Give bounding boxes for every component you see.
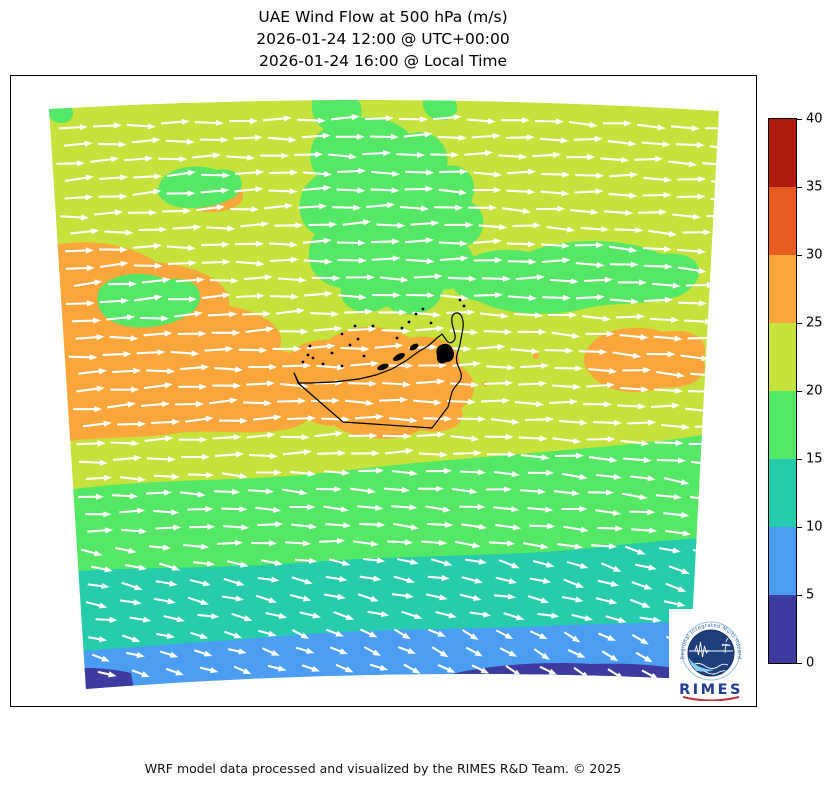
island-dot <box>348 343 352 347</box>
colorbar-band <box>769 187 796 255</box>
uae-coast-border <box>293 312 464 429</box>
island-dot <box>306 353 310 357</box>
wind-map <box>49 99 719 690</box>
island-dot <box>356 337 360 341</box>
colorbar-tick-label: 35 <box>806 179 823 195</box>
island-dot <box>362 354 366 358</box>
colorbar-tick-mark <box>797 187 802 188</box>
colorbar-tick-mark <box>797 255 802 256</box>
colorbar-tick-mark <box>797 119 802 120</box>
field-orange-right-25-30 <box>583 327 706 393</box>
colorbar-band <box>769 255 796 323</box>
field-green-leftmid-15-20 <box>97 273 201 328</box>
colorbar-tick-mark <box>797 663 802 664</box>
wind-arrows <box>56 114 719 684</box>
colorbar: 40 35 30 25 20 15 10 5 0 <box>768 113 835 670</box>
figure-title: UAE Wind Flow at 500 hPa (m/s) 2026-01-2… <box>0 6 766 72</box>
island-dot <box>407 320 411 324</box>
island-dot <box>311 356 315 360</box>
field-green-topcenter-15-20 <box>299 117 484 315</box>
map-field <box>49 99 719 690</box>
colorbar-tick-label: 30 <box>806 247 823 263</box>
logo-red-swoosh <box>682 696 740 702</box>
island-dot <box>458 298 462 302</box>
rimes-logo: Regional Integrated Multi-Hazard Early W… <box>666 605 753 702</box>
island-dot <box>371 324 375 328</box>
island-dot <box>340 364 344 368</box>
colorbar-tick-mark <box>797 595 802 596</box>
colorbar-band <box>769 323 796 391</box>
colorbar-bands <box>768 118 797 664</box>
logo-wordmark: RIMES <box>679 682 743 698</box>
colorbar-tick-label: 15 <box>806 451 823 467</box>
colorbar-tick-mark <box>797 527 802 528</box>
field-indigo-left-0-5 <box>49 667 136 690</box>
logo-wave-1 <box>690 663 729 669</box>
island-dot <box>395 336 399 340</box>
arrow-shafts <box>56 115 719 681</box>
island-dot <box>340 332 344 336</box>
colorbar-band <box>769 595 796 663</box>
uae-outline <box>293 298 466 429</box>
rimes-logo-emblem: Regional Integrated Multi-Hazard Early W… <box>666 605 753 702</box>
colorbar-band <box>769 391 796 459</box>
island-dot <box>462 304 466 308</box>
island-dot <box>301 360 305 364</box>
footer-credit: WRF model data processed and visualized … <box>144 761 622 776</box>
colorbar-tick-mark <box>797 323 802 324</box>
colorbar-tick-mark <box>797 391 802 392</box>
field-orange-dot-1 <box>533 353 539 359</box>
colorbar-tick-label: 40 <box>806 111 823 127</box>
field-green-topedge-1 <box>311 99 362 133</box>
logo-palm-icon <box>721 636 731 654</box>
title-line-1: UAE Wind Flow at 500 hPa (m/s) <box>258 8 508 26</box>
island-dot <box>330 351 334 355</box>
colorbar-band <box>769 527 796 595</box>
colorbar-tick-label: 20 <box>806 383 823 399</box>
colorbar-tick-label: 25 <box>806 315 823 331</box>
colorbar-tick-label: 5 <box>806 587 815 603</box>
logo-lightblue-wave <box>688 657 714 672</box>
colorbar-band <box>769 119 796 187</box>
island-dot <box>429 321 433 325</box>
island-dot <box>414 312 418 316</box>
island-dot <box>400 326 404 330</box>
title-line-3: 2026-01-24 16:00 @ Local Time <box>258 52 508 70</box>
title-line-2: 2026-01-24 12:00 @ UTC+00:00 <box>256 30 510 48</box>
island-dot <box>421 307 425 311</box>
uae-island-dots <box>301 298 466 368</box>
island-dot <box>321 362 325 366</box>
field-orange-central-25-30 <box>280 327 475 439</box>
island-dot <box>353 324 357 328</box>
map-axes: Regional Integrated Multi-Hazard Early W… <box>10 75 757 707</box>
island-dot <box>308 344 312 348</box>
field-green-east-lobe-15-20 <box>452 240 700 314</box>
field-green-topleft-15-20 <box>157 166 242 209</box>
uae-island-cluster <box>377 343 455 371</box>
logo-seismogram-icon <box>694 641 709 658</box>
colorbar-tick-label: 10 <box>806 519 823 535</box>
colorbar-tick-label: 0 <box>806 655 815 671</box>
colorbar-tick-mark <box>797 459 802 460</box>
field-green-topedge-2 <box>422 99 458 121</box>
colorbar-band <box>769 459 796 527</box>
logo-disc-art <box>688 636 733 675</box>
